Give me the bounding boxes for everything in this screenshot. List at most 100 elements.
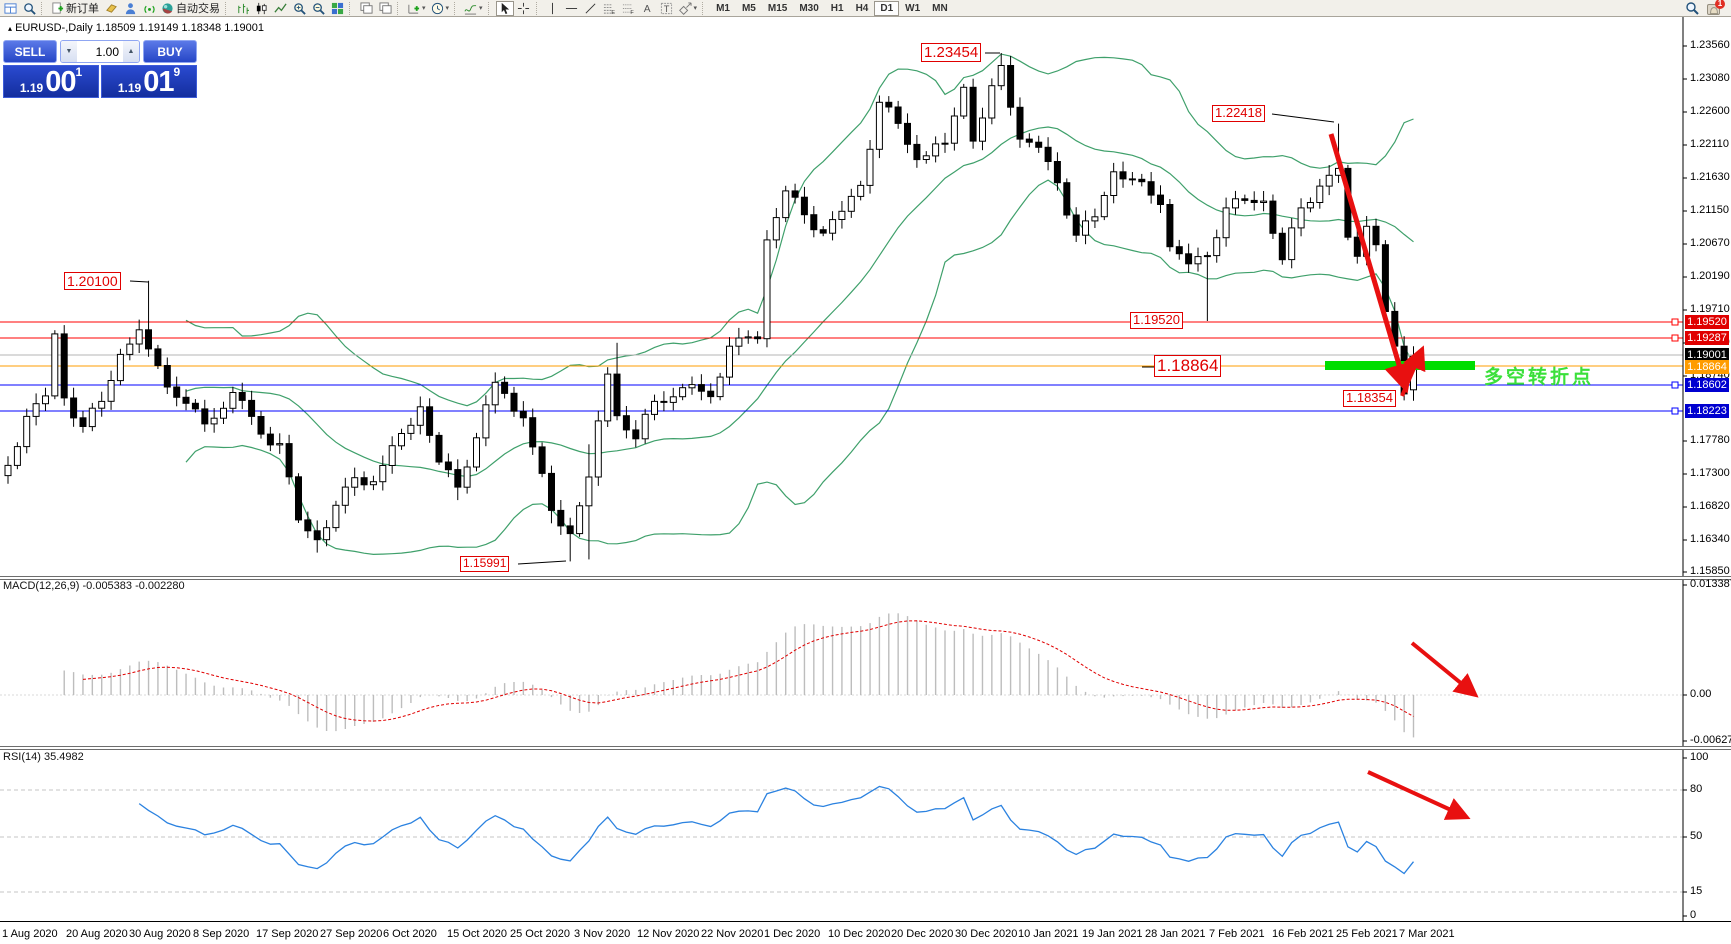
panel-separator[interactable]	[0, 576, 1731, 580]
price-tick: 1.20190	[1690, 270, 1730, 282]
date-label: 30 Aug 2020	[129, 928, 191, 940]
date-label: 7 Feb 2021	[1209, 928, 1265, 940]
trend-arrow	[1367, 770, 1471, 820]
price-scale[interactable]: 1.23560 1.23080 1.22600 1.22110 1.21630 1.211…	[1684, 0, 1731, 577]
timeframe-button-m1[interactable]: M1	[710, 1, 736, 16]
toolbar-separator	[397, 1, 402, 15]
volume-decrease-button[interactable]: ▼	[61, 41, 77, 62]
macd-scale[interactable]: 0.013387 0.00 -0.006277	[1684, 0, 1731, 746]
date-label: 12 Nov 2020	[637, 928, 700, 940]
price-badge: 1.19520	[1685, 315, 1729, 329]
toolbar-separator	[487, 1, 493, 15]
date-label: 6 Oct 2020	[383, 928, 437, 940]
indicator-list-icon[interactable]: ▾	[462, 1, 485, 16]
shapes-tool-icon[interactable]: ▾	[677, 1, 700, 16]
panel-separator[interactable]	[0, 746, 1731, 750]
price-tick: 1.16820	[1690, 500, 1730, 512]
date-label: 27 Sep 2020	[320, 928, 383, 940]
toolbar-separator	[535, 1, 541, 15]
sell-price[interactable]: 1.19 00 1	[3, 65, 99, 98]
cursor-tool-icon[interactable]	[495, 0, 514, 16]
sell-price-big: 00	[45, 66, 76, 98]
sell-button[interactable]: SELL	[3, 40, 57, 63]
date-label: 1 Dec 2020	[764, 928, 821, 940]
timeframe-button-h1[interactable]: H1	[825, 1, 850, 16]
date-label: 28 Jan 2021	[1145, 928, 1206, 940]
price-tick: 1.22600	[1690, 105, 1730, 117]
date-label: 20 Dec 2020	[891, 928, 954, 940]
timeframe-button-w1[interactable]: W1	[899, 1, 926, 16]
autotrading-button[interactable]: 自动交易	[159, 1, 222, 16]
price-badge: 1.19001	[1685, 348, 1729, 362]
price-badge: 1.19287	[1685, 331, 1729, 345]
macd-scale-tick: -0.006277	[1690, 734, 1731, 746]
line-handle	[1671, 407, 1679, 415]
date-label: 20 Aug 2020	[66, 928, 128, 940]
price-badge: 1.18864	[1685, 360, 1729, 374]
timeframe-button-m30[interactable]: M30	[793, 1, 824, 16]
price-tick: 1.17780	[1690, 434, 1730, 446]
date-label: 8 Sep 2020	[193, 928, 250, 940]
price-tick: 1.21630	[1690, 171, 1730, 183]
date-label: 25 Feb 2021	[1336, 928, 1398, 940]
notifications-icon[interactable]: 1	[1707, 0, 1725, 15]
candles	[4, 53, 1417, 562]
main-toolbar: 新订单 自动交易 ▾ ▾ ▾ ▾ M1 M5 M15 M30 H1 H4 D1 W1 MN	[0, 0, 1731, 17]
date-label: 16 Feb 2021	[1272, 928, 1334, 940]
rsi-scale-tick: 0	[1690, 909, 1697, 921]
notification-badge: 1	[1715, 0, 1725, 9]
date-label: 10 Jan 2021	[1018, 928, 1079, 940]
date-label: 1 Aug 2020	[2, 928, 58, 940]
date-label: 10 Dec 2020	[828, 928, 891, 940]
toolbar-separator	[702, 1, 707, 15]
period-clock-icon[interactable]: ▾	[429, 1, 452, 16]
volume-increase-button[interactable]: ▲	[123, 41, 139, 62]
date-label: 17 Sep 2020	[256, 928, 319, 940]
timeframe-button-m5[interactable]: M5	[736, 1, 762, 16]
bollinger-band-line	[185, 179, 1415, 556]
bollinger-band-line	[185, 126, 1414, 478]
price-badge: 1.18223	[1685, 404, 1729, 418]
one-click-trade-panel: SELL ▼ 1.00 ▲ BUY 1.19 00 1 1.19 01 9	[3, 40, 197, 100]
timeframe-button-h4[interactable]: H4	[850, 1, 875, 16]
date-label: 15 Oct 2020	[447, 928, 507, 940]
symbol-name: EURUSD-,Daily	[15, 22, 93, 34]
timeframe-button-mn[interactable]: MN	[926, 1, 954, 16]
trend-arrow	[1410, 641, 1479, 698]
toolbar-separator	[454, 1, 459, 15]
label-connector	[129, 280, 149, 283]
new-order-button[interactable]: 新订单	[49, 1, 101, 16]
macd-title: MACD(12,26,9) -0.005383 -0.002280	[3, 580, 185, 592]
date-label: 19 Jan 2021	[1082, 928, 1143, 940]
symbol-ohlc: 1.18509 1.19149 1.18348 1.19001	[95, 22, 264, 34]
volume-value[interactable]: 1.00	[77, 41, 123, 62]
symbol-info-line: ▴ EURUSD-,Daily 1.18509 1.19149 1.18348 …	[8, 22, 264, 34]
timeframe-button-m15[interactable]: M15	[762, 1, 793, 16]
trend-arrow	[1328, 133, 1414, 394]
macd-scale-tick: 0.013387	[1690, 578, 1731, 590]
timeframe-button-d1[interactable]: D1	[874, 0, 900, 16]
trend-arrow	[1400, 345, 1426, 397]
date-label: 25 Oct 2020	[510, 928, 570, 940]
buy-price[interactable]: 1.19 01 9	[101, 65, 197, 98]
label-connector	[1271, 113, 1335, 123]
date-label: 30 Dec 2020	[955, 928, 1018, 940]
date-label: 7 Mar 2021	[1399, 928, 1455, 940]
price-tick: 1.19710	[1690, 303, 1730, 315]
buy-button[interactable]: BUY	[143, 40, 197, 63]
rsi-line	[138, 785, 1415, 875]
rsi-scale-tick: 100	[1690, 751, 1709, 763]
price-tick: 1.20670	[1690, 237, 1730, 249]
price-tick: 1.23560	[1690, 39, 1730, 51]
date-axis[interactable]: 1 Aug 2020 20 Aug 2020 30 Aug 2020 8 Sep 20…	[0, 921, 1731, 944]
rsi-scale[interactable]: 100 80 50 15 0	[1684, 0, 1731, 921]
buy-price-pip: 9	[173, 65, 181, 79]
price-tick: 1.15850	[1690, 565, 1730, 577]
add-indicator-icon[interactable]: ▾	[405, 1, 428, 16]
line-handle	[1671, 318, 1679, 326]
volume-stepper[interactable]: ▼ 1.00 ▲	[60, 40, 140, 63]
date-label: 22 Nov 2020	[701, 928, 764, 940]
price-tick: 1.21150	[1690, 204, 1729, 216]
date-label: 3 Nov 2020	[574, 928, 631, 940]
